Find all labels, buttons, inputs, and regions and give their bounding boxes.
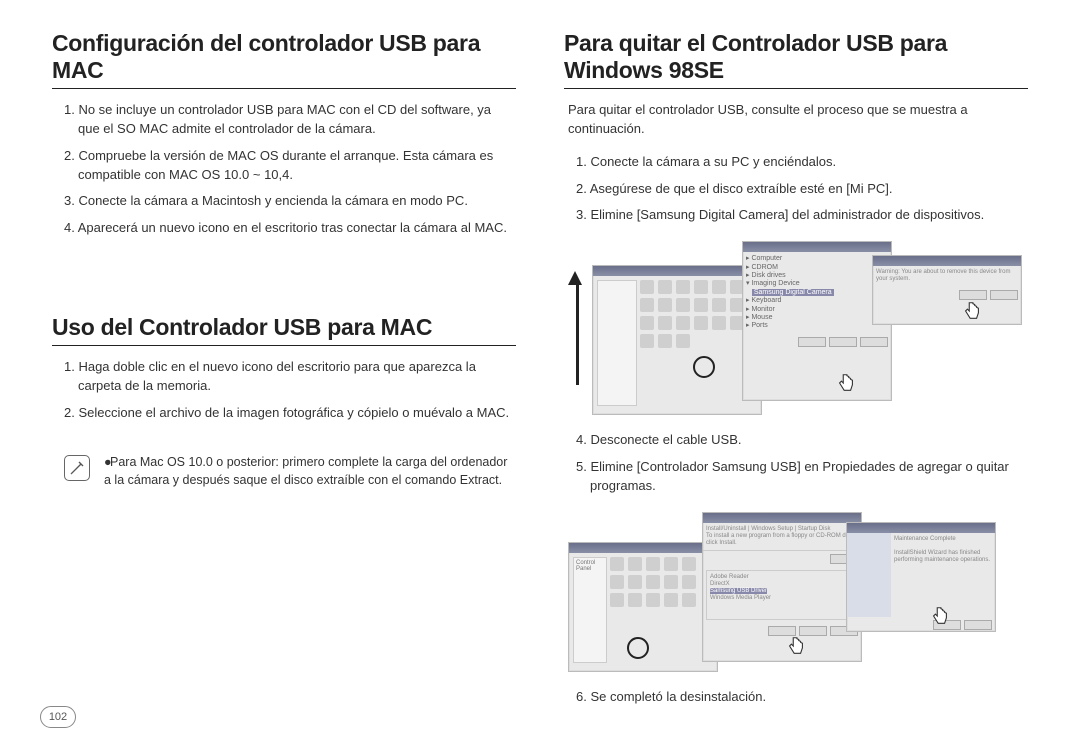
win-steps-a: 1. Conecte la cámara a su PC y enciéndal…: [564, 153, 1028, 226]
page-number: 102: [40, 706, 76, 728]
win-steps-b: 4. Desconecte el cable USB. 5. Elimine […: [564, 431, 1028, 496]
mac-use-steps: 1. Haga doble clic en el nuevo icono del…: [52, 358, 516, 423]
screenshot-confirm-dialog: Warning: You are about to remove this de…: [872, 255, 1022, 325]
screenshot-my-computer: [592, 265, 762, 415]
hand-cursor-icon: [785, 635, 807, 657]
screenshot-control-panel: ControlPanel: [568, 542, 718, 672]
illustration-add-remove: ControlPanel: [568, 512, 1028, 672]
list-item: 2. Seleccione el archivo de la imagen fo…: [64, 404, 516, 423]
screenshot-device-manager: ▸ Computer▸ CDROM▸ Disk drives▾ Imaging …: [742, 241, 892, 401]
list-item: 5. Elimine [Controlador Samsung USB] en …: [576, 458, 1028, 496]
list-item: 6. Se completó la desinstalación.: [576, 688, 1028, 707]
section-title-mac-use: Uso del Controlador USB para MAC: [52, 314, 516, 346]
hand-cursor-icon: [929, 605, 951, 627]
screenshot-add-remove-programs: Install/Uninstall | Windows Setup | Star…: [702, 512, 862, 662]
list-item: 1. Haga doble clic en el nuevo icono del…: [64, 358, 516, 396]
spacer: [52, 254, 516, 314]
section-title-mac-config: Configuración del controlador USB para M…: [52, 30, 516, 89]
list-item: 2. Compruebe la versión de MAC OS durant…: [64, 147, 516, 185]
list-item: 1. Conecte la cámara a su PC y enciéndal…: [576, 153, 1028, 172]
list-item: 3. Elimine [Samsung Digital Camera] del …: [576, 206, 1028, 225]
illustration-device-manager: ▸ Computer▸ CDROM▸ Disk drives▾ Imaging …: [568, 241, 1028, 415]
section-title-win-remove: Para quitar el Controlador USB para Wind…: [564, 30, 1028, 89]
left-column: Configuración del controlador USB para M…: [40, 30, 540, 726]
page: Configuración del controlador USB para M…: [0, 0, 1080, 746]
list-item: 2. Asegúrese de que el disco extraíble e…: [576, 180, 1028, 199]
screenshot-installshield: Maintenance CompleteInstallShield Wizard…: [846, 522, 996, 632]
list-item: 3. Conecte la cámara a Macintosh y encie…: [64, 192, 516, 211]
list-item: 1. No se incluye un controlador USB para…: [64, 101, 516, 139]
note-icon: [64, 455, 90, 481]
hand-cursor-icon: [961, 300, 983, 322]
mac-config-steps: 1. No se incluye un controlador USB para…: [52, 101, 516, 238]
hand-cursor-icon: [835, 372, 857, 394]
list-item: 4. Desconecte el cable USB.: [576, 431, 1028, 450]
intro-text: Para quitar el controlador USB, consulte…: [564, 101, 1028, 139]
note-text: ●Para Mac OS 10.0 o posterior: primero c…: [104, 453, 516, 491]
note-content: Para Mac OS 10.0 o posterior: primero co…: [104, 455, 507, 488]
right-column: Para quitar el Controlador USB para Wind…: [540, 30, 1040, 726]
up-arrow-icon: [568, 271, 586, 385]
note-box: ●Para Mac OS 10.0 o posterior: primero c…: [52, 453, 516, 491]
win-steps-c: 6. Se completó la desinstalación.: [564, 688, 1028, 707]
list-item: 4. Aparecerá un nuevo icono en el escrit…: [64, 219, 516, 238]
